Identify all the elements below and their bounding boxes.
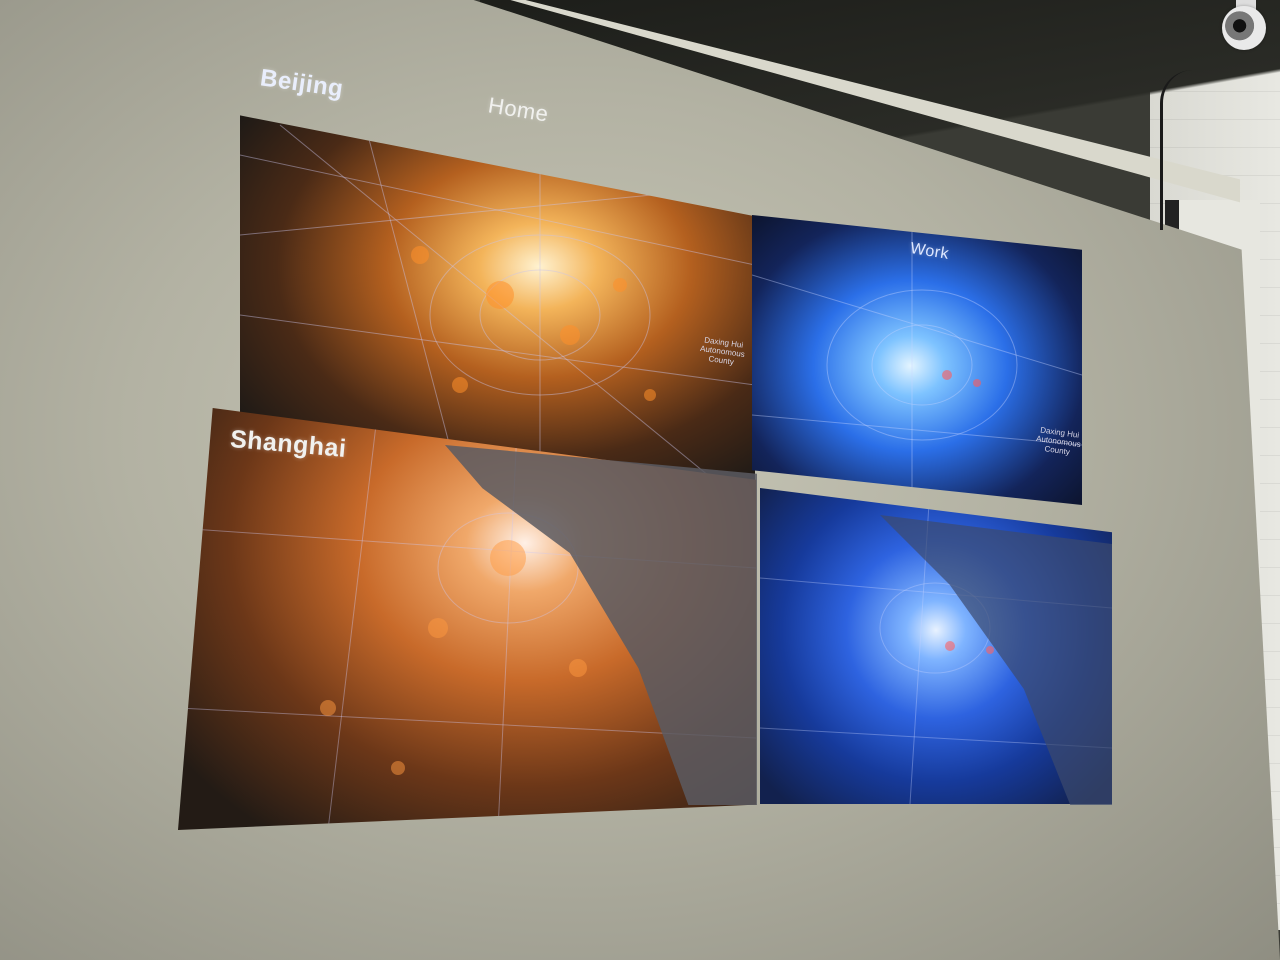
beijing-home-roads [240, 115, 755, 485]
beijing-work-map [752, 215, 1082, 505]
cable [1160, 70, 1193, 230]
beijing-work-roads [752, 215, 1082, 505]
security-camera-icon [1222, 6, 1266, 50]
